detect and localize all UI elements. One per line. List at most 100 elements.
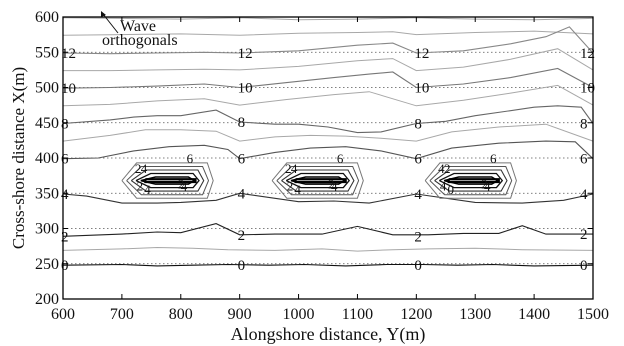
- structure-contour: [429, 166, 513, 196]
- contour-line: [62, 26, 594, 55]
- wave-ray-line: [62, 17, 594, 21]
- y-tick-label: 400: [35, 150, 59, 167]
- contour-label: 2: [580, 227, 588, 243]
- x-tick-label: 600: [51, 306, 75, 323]
- structure-contour: [140, 176, 196, 185]
- y-tick-label: 300: [35, 221, 59, 238]
- wave-annotation: Wave orthogonals: [101, 11, 178, 49]
- structure-contour-label: 4: [141, 161, 148, 176]
- structure-body: [144, 178, 197, 184]
- contour-line: [62, 263, 594, 267]
- annotation-text-line1: Wave: [120, 18, 156, 35]
- structure-contour-label: 2: [137, 178, 144, 193]
- contour-label: 0: [414, 258, 422, 274]
- contour-label: 10: [414, 81, 429, 97]
- contour-label: 12: [580, 46, 595, 62]
- contour-line: [62, 140, 594, 160]
- structure-contour: [126, 166, 210, 196]
- y-tick-label: 600: [35, 9, 59, 26]
- x-tick-label: 1000: [283, 306, 315, 323]
- contour-label: 4: [238, 186, 246, 202]
- x-tick-label: 1400: [518, 306, 550, 323]
- contour-label: 2: [414, 229, 422, 245]
- x-ticks: 600 700 800 900 1000 1100 1200 1300 1400 1500: [51, 17, 609, 323]
- contour-label: 6: [238, 152, 246, 168]
- contour-label: 0: [61, 258, 69, 274]
- x-tick-label: 700: [110, 306, 134, 323]
- structure-contour-label: 6: [337, 151, 344, 166]
- structure-contour: [290, 176, 347, 185]
- structure-contour-label: 2: [178, 176, 185, 191]
- structure-contour-label: 4: [294, 182, 301, 197]
- wave-ray-line: [62, 84, 594, 107]
- structure-contour-label: 2: [481, 176, 488, 191]
- contour-label: 12: [238, 46, 253, 62]
- structure-contour-label: 4: [438, 161, 445, 176]
- contour-label: 4: [414, 187, 422, 203]
- y-axis-label: Cross-shore distance X(m): [9, 67, 28, 249]
- annotation-arrowhead: [101, 11, 106, 17]
- structure-contour-label: 6: [187, 151, 194, 166]
- structure-contour: [276, 166, 360, 196]
- y-tick-label: 200: [35, 291, 59, 308]
- structure-contour: [434, 169, 508, 192]
- structure-contour-label: 2: [287, 178, 294, 193]
- contour-label: 4: [580, 187, 588, 203]
- contour-label: 8: [61, 116, 69, 132]
- contour-line: [62, 67, 594, 89]
- contour-label: 8: [238, 115, 246, 131]
- x-tick-label: 1200: [400, 306, 432, 323]
- contour-line: [62, 105, 594, 134]
- x-tick-label: 1300: [459, 306, 491, 323]
- structure-contour-label: 4: [144, 182, 151, 197]
- annotation-text-line2: orthogonals: [102, 32, 178, 49]
- contour-label: 4: [61, 187, 69, 203]
- structure-contour-label: 0: [448, 182, 455, 197]
- wave-ray-line: [62, 246, 594, 252]
- structure-contour-label: 4: [440, 178, 447, 193]
- structure-contour: [285, 172, 351, 189]
- wave-rays: [62, 17, 594, 252]
- x-tick-label: 1100: [342, 306, 373, 323]
- x-axis-label: Alongshore distance, Y(m): [231, 324, 426, 345]
- wave-ray-line: [62, 123, 594, 142]
- y-tick-label: 550: [35, 44, 59, 61]
- structure-contour-label: 4: [291, 161, 298, 176]
- structure-contour-label: 6: [490, 151, 497, 166]
- structure-contour-label: 4: [484, 179, 491, 194]
- contour-label: 2: [61, 229, 69, 245]
- structure-contour-label: 4: [181, 179, 188, 194]
- wave-ray-line: [62, 30, 594, 36]
- structure-contour: [271, 162, 364, 199]
- contour-label: 10: [61, 81, 76, 97]
- y-tick-label: 350: [35, 185, 59, 202]
- wave-ray-line: [63, 48, 594, 72]
- contour-line: [62, 223, 593, 237]
- structure-contour: [130, 169, 205, 192]
- structure-contour: [281, 169, 355, 192]
- contour-label: 8: [414, 116, 422, 132]
- x-tick-label: 1500: [577, 306, 609, 323]
- contour-label: 6: [414, 152, 422, 168]
- contour-label: 0: [580, 258, 588, 274]
- contour-label: 12: [61, 46, 76, 62]
- structure-contour: [121, 162, 214, 199]
- structure-contour: [443, 176, 500, 185]
- y-tick-label: 500: [35, 80, 59, 97]
- structure-contour: [439, 172, 504, 189]
- x-tick-label: 900: [228, 306, 252, 323]
- grid-lines: [63, 51, 593, 265]
- contour-label: 8: [580, 116, 588, 132]
- x-tick-label: 800: [169, 306, 193, 323]
- structure-contour-label: 2: [135, 161, 142, 176]
- contour-lines: [62, 26, 594, 267]
- y-tick-label: 450: [35, 115, 59, 132]
- contour-label: 10: [580, 81, 595, 97]
- structure-contour-label: 2: [285, 161, 292, 176]
- structure-body: [447, 178, 500, 184]
- structure-body: [294, 178, 347, 184]
